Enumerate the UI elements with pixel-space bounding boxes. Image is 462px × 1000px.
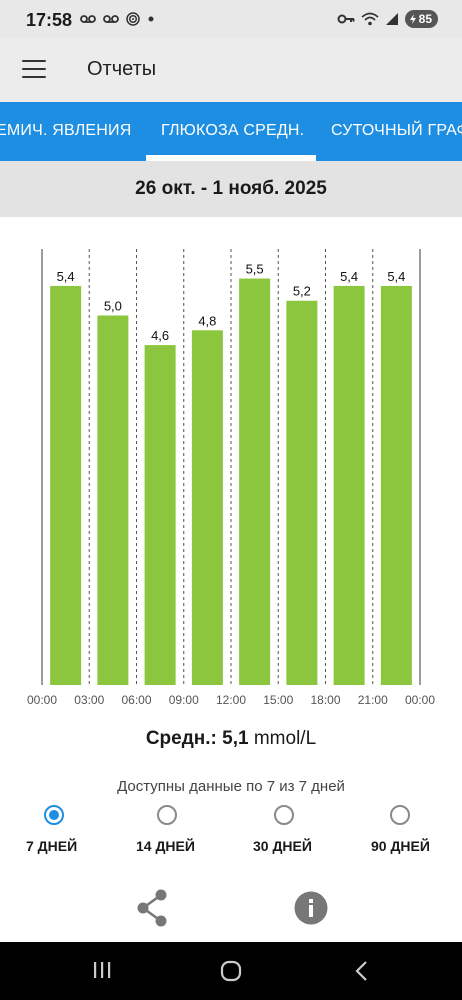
report-tabs: ЕМИЧ. ЯВЛЕНИЯ ГЛЮКОЗА СРЕДН. СУТОЧНЫЙ ГР… [0,102,462,161]
radio-selected-icon[interactable] [44,805,64,825]
chart-bar [239,278,271,685]
chart-x-tick-label: 00:00 [27,693,57,707]
chart-bar [191,330,223,685]
dot-icon [148,16,154,22]
back-icon[interactable] [354,960,368,982]
chart-x-tick-label: 00:00 [405,693,435,707]
system-nav-bar [0,942,462,1000]
share-icon[interactable] [134,888,170,928]
chart-x-tick-label: 18:00 [310,693,340,707]
recents-icon[interactable] [92,960,112,980]
radio-unselected-icon[interactable] [274,805,294,825]
target-icon [126,12,140,26]
wifi-icon [361,12,379,26]
tab-daily-graph[interactable]: СУТОЧНЫЙ ГРАФ [331,122,462,139]
chart-x-tick-label: 03:00 [74,693,104,707]
radio-unselected-icon[interactable] [157,805,177,825]
date-range-bar: 26 окт. - 1 нояб. 2025 [0,161,462,217]
status-bar: 17:58 [0,0,462,38]
radio-unselected-icon[interactable] [390,805,410,825]
period-option-label: 7 ДНЕЙ [26,838,78,854]
period-option-label: 14 ДНЕЙ [136,838,195,854]
chart-bar [144,345,176,685]
chart-x-tick-label: 21:00 [358,693,388,707]
chart-data-label: 5,5 [246,262,264,277]
chart-bar [333,285,365,685]
status-left-icons [80,12,155,26]
chart-data-label: 4,6 [151,328,169,343]
battery-icon [409,14,416,24]
battery-indicator: 85 [404,10,438,28]
period-selector: 7 ДНЕЙ 14 ДНЕЙ 30 ДНЕЙ 90 ДНЕЙ [0,803,462,863]
signal-icon [385,13,398,25]
period-option-label: 30 ДНЕЙ [253,838,312,854]
chart-x-tick-label: 12:00 [216,693,246,707]
page-title: Отчеты [87,58,157,80]
home-icon[interactable] [220,960,242,982]
voicemail-icon [103,15,119,23]
chart-bar [50,285,82,685]
hamburger-menu-icon[interactable] [22,60,46,80]
chart-data-label: 5,2 [293,284,311,299]
chart-x-tick-label: 09:00 [169,693,199,707]
battery-level: 85 [418,12,432,26]
chart-x-tick-label: 06:00 [121,693,151,707]
tab-glucose-average[interactable]: ГЛЮКОЗА СРЕДН. [161,122,305,139]
chart-bar [380,285,412,685]
report-actions [0,888,462,930]
chart-data-label: 4,8 [198,313,216,328]
chart-x-tick-label: 15:00 [263,693,293,707]
average-label: Средн.: [145,728,217,749]
chart-data-label: 5,4 [340,269,358,284]
chart-data-label: 5,4 [387,269,405,284]
date-range: 26 окт. - 1 нояб. 2025 [135,178,327,199]
chart-data-label: 5,0 [104,299,122,314]
glucose-average-chart: 5,4 5,0 4,6 4,8 5,5 5,2 5,4 5,4 00:00 03:00 06:00 0… [27,249,435,707]
chart-bar [97,315,129,685]
key-icon [337,14,355,24]
chart-bar [286,300,318,685]
status-right-icons: 85 [337,10,438,28]
status-time: 17:58 [26,10,73,30]
period-option-label: 90 ДНЕЙ [371,838,430,854]
tab-hypo-events[interactable]: ЕМИЧ. ЯВЛЕНИЯ [0,122,132,139]
chart-data-label: 5,4 [57,269,75,284]
average-value: 5,1 [222,728,249,749]
average-summary: Средн.: 5,1 mmol/L [0,728,462,750]
active-tab-indicator [146,155,316,161]
info-icon[interactable] [294,891,328,925]
average-unit: mmol/L [253,728,317,749]
app-bar: Отчеты [0,38,462,102]
data-availability-text: Доступны данные по 7 из 7 дней [117,778,345,795]
voicemail-icon [80,15,96,23]
